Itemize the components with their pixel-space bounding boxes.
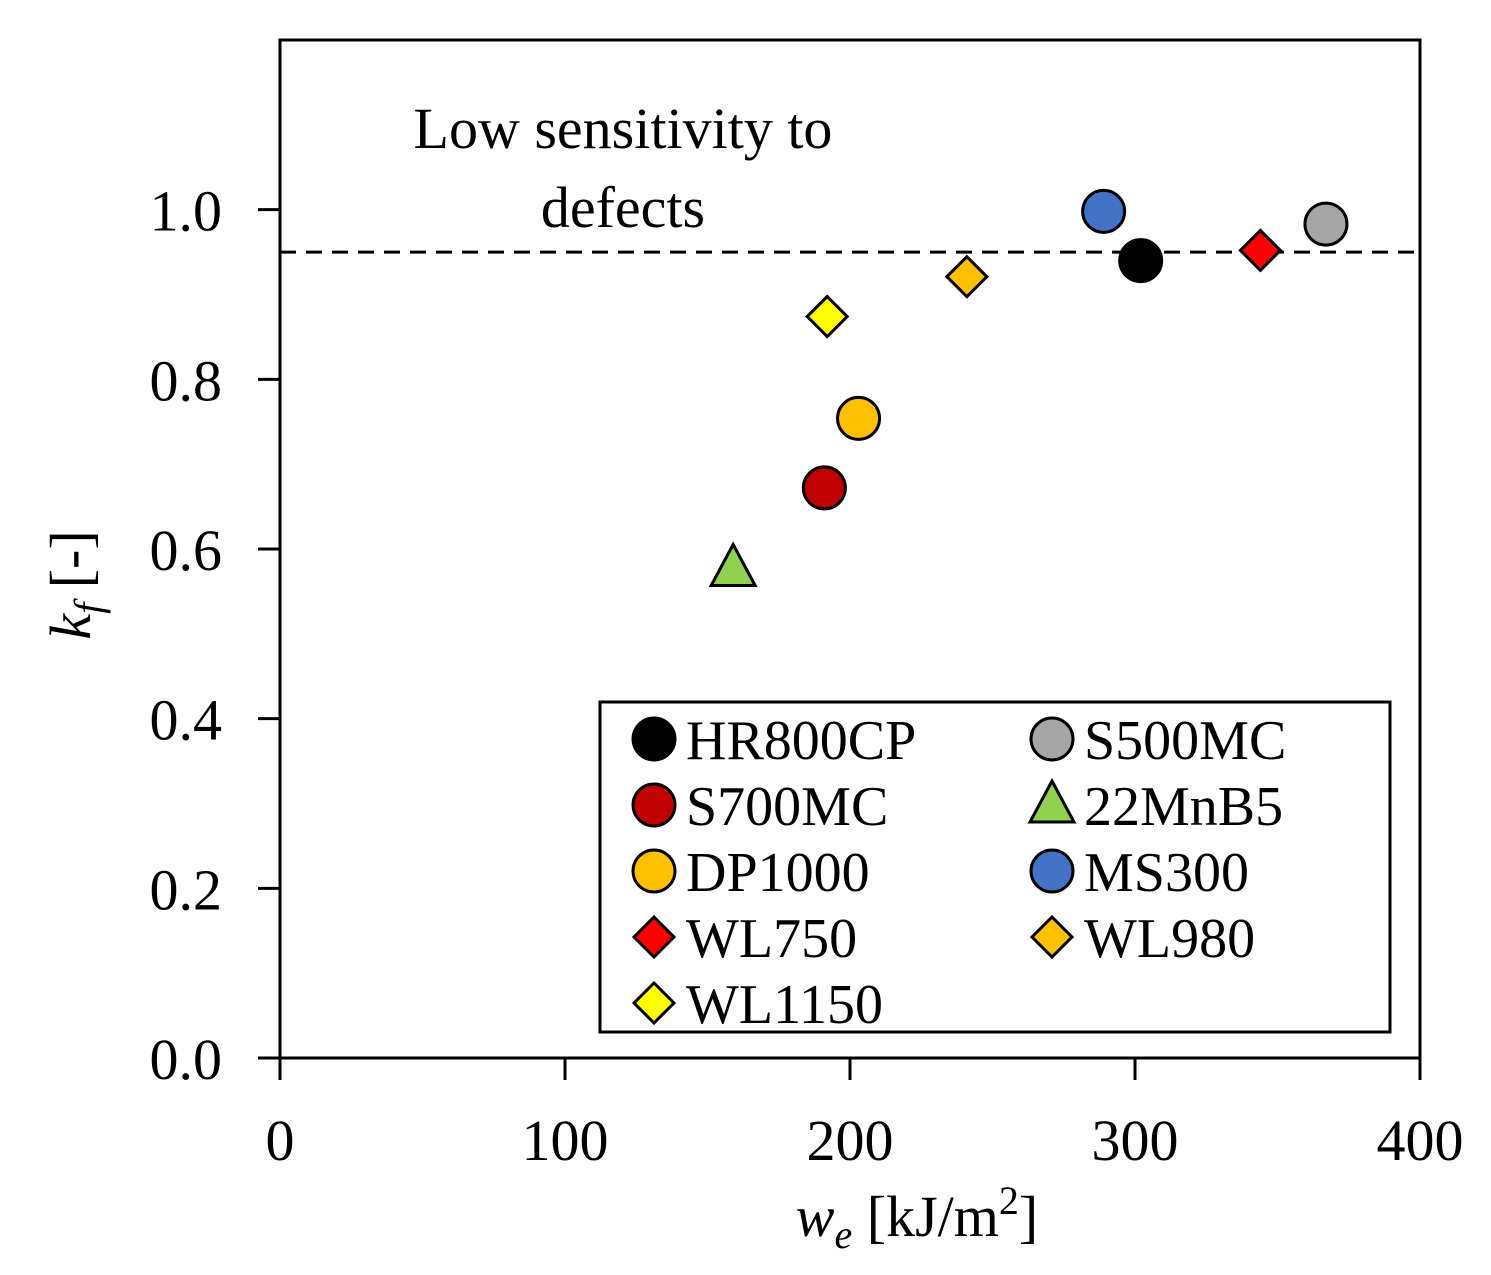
data-point-wl750 <box>1238 228 1283 273</box>
legend-marker-s500mc <box>1029 716 1075 762</box>
x-tick-label: 0 <box>266 1108 295 1173</box>
data-point-s700mc <box>801 465 847 511</box>
legend-marker-wl750 <box>631 914 677 960</box>
x-axis-unit-close: ] <box>1019 1184 1038 1249</box>
x-tick-label: 200 <box>807 1108 894 1173</box>
data-point-wl1150 <box>805 294 850 339</box>
legend-label-hr800cp: HR800CP <box>686 710 916 772</box>
data-point-s500mc <box>1303 201 1349 247</box>
legend-marker-22mnb5 <box>1027 777 1077 824</box>
data-point-22mnb5 <box>708 541 758 588</box>
x-tick-label: 400 <box>1377 1108 1464 1173</box>
y-axis-unit: [-] <box>38 530 103 602</box>
y-tick-label: 0.0 <box>150 1027 223 1092</box>
legend-marker-wl980 <box>1029 914 1075 960</box>
y-tick-label: 0.8 <box>150 348 223 413</box>
legend-marker-s700mc <box>631 782 677 828</box>
legend-label-dp1000: DP1000 <box>686 842 870 904</box>
legend-label-s700mc: S700MC <box>686 776 888 838</box>
y-axis-title: kf [-] <box>38 530 111 639</box>
y-tick-label: 0.6 <box>150 518 223 583</box>
x-axis-unit-sup: 2 <box>999 1178 1019 1223</box>
legend-marker-ms300 <box>1029 848 1075 894</box>
data-point-hr800cp <box>1118 238 1164 284</box>
legend-label-wl980: WL980 <box>1084 908 1255 970</box>
x-axis-var: w <box>796 1184 835 1249</box>
y-tick-label: 0.2 <box>150 857 223 922</box>
y-tick-label: 0.4 <box>150 688 223 753</box>
x-tick-label: 100 <box>522 1108 609 1173</box>
legend-label-wl750: WL750 <box>686 908 857 970</box>
legend-marker-hr800cp <box>631 716 677 762</box>
x-tick-label: 300 <box>1092 1108 1179 1173</box>
legend-marker-wl1150 <box>631 980 677 1026</box>
legend-label-s500mc: S500MC <box>1084 710 1286 772</box>
data-point-wl980 <box>944 254 989 299</box>
y-tick-label: 1.0 <box>150 179 223 244</box>
legend-label-wl1150: WL1150 <box>686 974 883 1036</box>
legend-label-22mnb5: 22MnB5 <box>1084 776 1283 838</box>
legend: HR800CP S500MC S700MC 22MnB5 DP1000 MS300 WL75… <box>598 700 1392 1036</box>
x-axis-sub: e <box>834 1212 852 1257</box>
x-axis-unit: [kJ/m <box>852 1184 999 1249</box>
annotation-line-2: defects <box>541 175 705 240</box>
annotation-line-1: Low sensitivity to <box>414 96 833 161</box>
data-point-dp1000 <box>836 395 882 441</box>
legend-label-ms300: MS300 <box>1084 842 1249 904</box>
y-axis-var: k <box>38 613 103 640</box>
x-axis-title: we [kJ/m2] <box>796 1178 1038 1257</box>
data-point-ms300 <box>1081 188 1127 234</box>
legend-box <box>598 700 1392 1034</box>
legend-marker-dp1000 <box>631 848 677 894</box>
